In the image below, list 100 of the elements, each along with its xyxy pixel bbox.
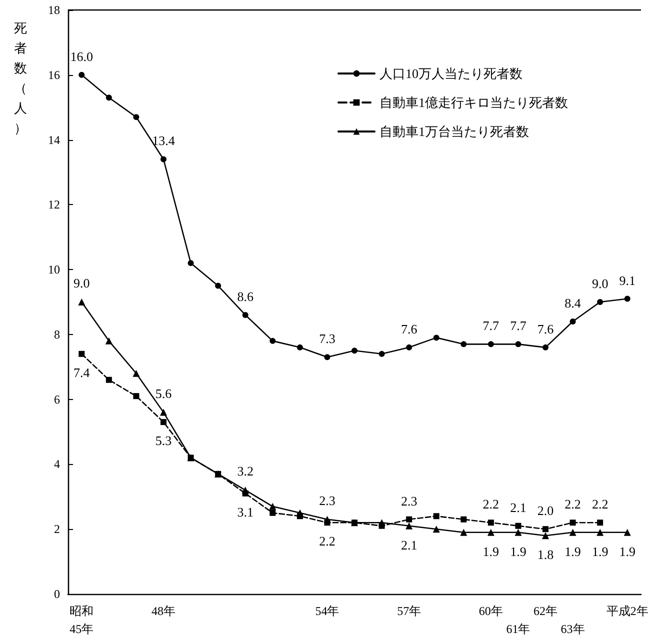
data-label: 9.0 [592, 276, 608, 291]
point [78, 350, 85, 357]
y-tick-label: 2 [54, 522, 60, 536]
point [432, 526, 440, 533]
data-label: 5.3 [155, 433, 172, 448]
data-label: 7.6 [537, 321, 554, 336]
point [160, 408, 167, 416]
data-label: 7.7 [510, 318, 527, 334]
point [433, 334, 440, 341]
point [515, 341, 522, 348]
point [542, 344, 548, 350]
y-tick-label: 10 [48, 262, 60, 277]
point [542, 532, 549, 540]
data-label: 9.0 [74, 276, 90, 290]
point [515, 522, 522, 529]
point [133, 114, 140, 120]
data-label: 2.3 [319, 492, 336, 508]
point [296, 344, 303, 350]
data-label: 1.9 [564, 544, 581, 559]
point [105, 337, 112, 344]
data-label: 2.3 [400, 493, 418, 508]
point [460, 528, 468, 536]
point [242, 486, 249, 494]
data-label: 2.2 [592, 496, 608, 512]
data-label: 8.4 [564, 295, 582, 310]
point [488, 520, 494, 526]
data-label: 2.2 [319, 534, 336, 549]
point [488, 341, 494, 348]
legend-label: 自動車1億走行キロ当たり死者数 [380, 95, 568, 110]
point [352, 348, 358, 354]
y-tick-label: 18 [48, 3, 60, 17]
point [160, 419, 166, 426]
point [596, 528, 604, 536]
point [460, 341, 467, 348]
point [406, 344, 412, 350]
point [188, 260, 194, 266]
legend-label: 人口10万人当たり死者数 [380, 66, 522, 81]
x-tick-label: 62年 [534, 604, 558, 618]
data-label: 1.9 [619, 544, 636, 559]
data-label: 1.9 [482, 544, 500, 559]
data-label: 8.6 [237, 288, 254, 304]
point [542, 526, 548, 532]
data-label: 3.1 [237, 504, 254, 520]
x-tick-label: 60年 [478, 604, 503, 618]
point [324, 516, 331, 523]
y-tick-label: 12 [48, 198, 60, 212]
point [406, 516, 412, 522]
point [133, 393, 140, 400]
data-label: 2.2 [564, 496, 581, 512]
data-label: 1.9 [510, 544, 526, 559]
data-label: 2.0 [537, 503, 554, 518]
point [270, 338, 276, 344]
y-tick-label: 16 [48, 68, 60, 82]
data-label: 1.8 [537, 547, 554, 562]
data-label: 2.1 [400, 537, 418, 552]
data-label: 3.2 [237, 464, 254, 479]
point [624, 528, 631, 536]
point [270, 510, 276, 516]
point [569, 528, 576, 536]
data-label: 13.4 [152, 133, 176, 148]
x-tick-label: 63年 [560, 622, 585, 636]
data-label: 2.2 [482, 496, 500, 512]
point [132, 370, 140, 377]
data-label: 7.4 [74, 364, 90, 380]
data-label: 7.6 [400, 321, 418, 336]
point [433, 513, 440, 520]
data-label: 9.1 [619, 272, 636, 288]
point [406, 522, 413, 530]
point [106, 376, 112, 383]
x-tick-label: 54年 [315, 604, 340, 618]
point [597, 520, 604, 526]
x-tick-label: 昭和 45年 [70, 604, 94, 636]
point [597, 299, 604, 305]
point [514, 528, 522, 536]
x-tick-label: 61年 [506, 622, 530, 636]
point [378, 519, 386, 526]
data-label: 5.6 [155, 386, 172, 401]
y-tick-label: 8 [54, 327, 60, 342]
point [78, 298, 86, 306]
y-tick-label: 4 [54, 457, 60, 472]
data-label: 7.7 [482, 318, 500, 334]
point [487, 528, 494, 536]
y-tick-label: 6 [54, 392, 60, 406]
point [570, 318, 576, 324]
point [78, 72, 85, 78]
point [460, 516, 467, 522]
data-label: 1.9 [592, 544, 608, 559]
point [378, 350, 385, 357]
data-label: 16.0 [70, 48, 94, 64]
point [324, 354, 330, 360]
point [296, 509, 304, 516]
x-tick-label: 平成2年 [606, 604, 648, 618]
y-axis-title: 死者数（人） [14, 20, 27, 136]
data-label: 2.1 [510, 500, 526, 515]
legend-label: 自動車1万台当たり死者数 [380, 124, 529, 139]
y-tick-label: 0 [54, 587, 60, 601]
point [570, 520, 576, 526]
point [160, 156, 166, 162]
point [624, 296, 630, 302]
y-tick-label: 14 [48, 132, 60, 147]
